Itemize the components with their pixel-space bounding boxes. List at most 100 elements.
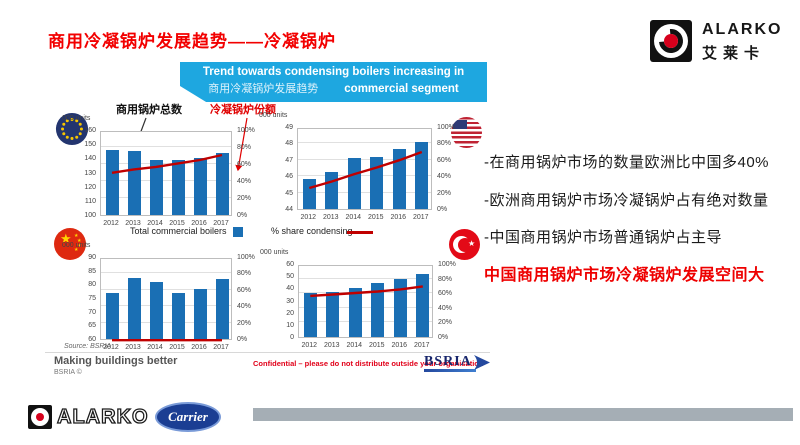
eu-ytick-right: 80% bbox=[237, 144, 252, 151]
eu-ytick-left: 100 bbox=[84, 212, 96, 219]
cn-ytick-right: 20% bbox=[237, 319, 252, 327]
tr-chart-plot bbox=[298, 265, 433, 338]
eu-bar-2013 bbox=[127, 150, 141, 215]
tr-ytick-left: 50 bbox=[286, 273, 294, 281]
cn-xlabel-2016: 2016 bbox=[191, 344, 207, 351]
banner-title-en: Trend towards condensing boilers increas… bbox=[202, 66, 465, 78]
cn-ytick-right: 60% bbox=[237, 286, 252, 294]
cn-units-label: 000 units bbox=[62, 242, 91, 249]
eu-chart-plot bbox=[100, 131, 232, 216]
tr-bar-2013 bbox=[326, 291, 340, 337]
eu-ytick-left: 120 bbox=[84, 183, 96, 191]
gridline bbox=[298, 191, 431, 193]
cn-ytick-left: 75 bbox=[88, 295, 96, 302]
carrier-wordmark: Carrier bbox=[168, 409, 208, 424]
tr-bar-2014 bbox=[348, 287, 362, 337]
eu-bar-2014 bbox=[149, 159, 163, 215]
tr-ytick-left: 40 bbox=[286, 285, 294, 293]
tr-units-label: 000 units bbox=[260, 249, 289, 256]
tr-ytick-right: 20% bbox=[438, 319, 453, 327]
eu-ytick-right: 20% bbox=[237, 195, 252, 202]
eu-bar-2016 bbox=[193, 158, 207, 215]
tr-xlabel-2015: 2015 bbox=[368, 342, 385, 349]
bsria-arrow-icon bbox=[474, 355, 490, 370]
us-xlabel-2014: 2014 bbox=[345, 214, 362, 221]
tr-ytick-left: 10 bbox=[286, 321, 294, 329]
us-ytick-left: 44 bbox=[285, 206, 293, 213]
bsria-logo: BSRIA bbox=[424, 353, 490, 373]
bsria-copyright: BSRIA © bbox=[54, 369, 82, 376]
footer-gray-bar bbox=[253, 408, 793, 421]
cn-bar-2015 bbox=[171, 293, 185, 339]
bullet-2: -欧洲商用锅炉市场冷凝锅炉占有绝对数量 bbox=[484, 192, 769, 209]
callout-total-boilers: 商用锅炉总数 bbox=[116, 104, 182, 116]
us-chart-plot bbox=[297, 128, 432, 210]
tr-ytick-right: 40% bbox=[438, 304, 453, 312]
eu-ytick-left: 160 bbox=[84, 127, 96, 134]
eu-xlabel-2014: 2014 bbox=[147, 220, 163, 227]
alarko-logo-icon bbox=[650, 20, 692, 62]
alarko-brand-name: ALARKO bbox=[702, 21, 783, 38]
eu-ytick-left: 130 bbox=[84, 169, 96, 177]
callout-condensing-share: 冷凝锅炉份额 bbox=[210, 104, 276, 116]
tr-xlabel-2017: 2017 bbox=[413, 342, 430, 349]
cn-ytick-left: 65 bbox=[88, 322, 96, 330]
eu-ytick-left: 110 bbox=[84, 197, 96, 205]
carrier-logo: Carrier bbox=[155, 402, 221, 432]
gridline bbox=[298, 142, 431, 144]
gridline bbox=[101, 321, 231, 323]
us-ytick-right: 40% bbox=[437, 173, 452, 181]
tr-trend-line bbox=[310, 285, 423, 298]
eu-xlabel-2017: 2017 bbox=[213, 220, 229, 227]
eu-bar-2012 bbox=[105, 149, 119, 215]
gridline bbox=[299, 306, 432, 308]
gridline bbox=[101, 288, 231, 290]
tr-ytick-left: 20 bbox=[286, 309, 294, 317]
alarko-header-logo: ALARKO 艾莱卡 bbox=[650, 18, 790, 68]
gridline bbox=[101, 305, 231, 307]
gridline bbox=[101, 197, 231, 198]
us-xlabel-2013: 2013 bbox=[322, 214, 339, 221]
cn-bar-2013 bbox=[127, 277, 141, 339]
bsria-wordmark: BSRIA bbox=[424, 354, 472, 369]
eu-ytick-left: 140 bbox=[84, 155, 96, 163]
tr-xlabel-2013: 2013 bbox=[323, 342, 340, 349]
tr-ytick-right: 0% bbox=[438, 334, 449, 341]
alarko-footer-icon bbox=[28, 405, 52, 429]
gridline bbox=[298, 158, 431, 160]
eu-ytick-right: 60% bbox=[237, 161, 252, 168]
gridline bbox=[299, 277, 432, 279]
china-flag-icon: ★ ★ ★ ★ ★ bbox=[54, 228, 86, 260]
tr-ytick-right: 80% bbox=[438, 275, 453, 283]
eu-bar-2015 bbox=[171, 160, 185, 215]
us-ytick-left: 48 bbox=[285, 140, 293, 148]
gridline bbox=[101, 272, 231, 274]
legend-bars-label: Total commercial boilers bbox=[130, 226, 227, 236]
tr-ytick-left: 60 bbox=[286, 261, 294, 268]
cn-ytick-left: 60 bbox=[88, 336, 96, 343]
page-title: 商用冷凝锅炉发展趋势——冷凝锅炉 bbox=[48, 32, 336, 51]
cn-ytick-left: 70 bbox=[88, 308, 96, 316]
cn-bar-2017 bbox=[215, 278, 229, 339]
us-bar-2014 bbox=[347, 158, 361, 209]
cn-bar-2014 bbox=[149, 282, 163, 339]
us-ytick-left: 45 bbox=[285, 189, 293, 197]
cn-ytick-right: 100% bbox=[237, 254, 255, 261]
eu-xlabel-2015: 2015 bbox=[169, 220, 185, 227]
gridline bbox=[101, 146, 231, 147]
cn-ytick-left: 85 bbox=[88, 267, 96, 275]
eu-xlabel-2012: 2012 bbox=[103, 220, 119, 227]
eu-bar-2017 bbox=[215, 152, 229, 215]
cn-ytick-right: 40% bbox=[237, 303, 252, 311]
cn-xlabel-2014: 2014 bbox=[147, 344, 163, 351]
alarko-brand-name-cn: 艾莱卡 bbox=[702, 45, 766, 62]
turkey-flag-icon: ★ bbox=[449, 229, 480, 260]
cn-xlabel-2013: 2013 bbox=[125, 344, 141, 351]
source-note: Source: BSRIA bbox=[64, 343, 112, 350]
us-xlabel-2015: 2015 bbox=[367, 214, 384, 221]
bullet-3: -中国商用锅炉市场普通锅炉占主导 bbox=[484, 229, 722, 246]
cn-xlabel-2017: 2017 bbox=[213, 344, 229, 351]
us-bar-2016 bbox=[392, 149, 406, 209]
tr-bar-2017 bbox=[416, 273, 430, 337]
tr-ytick-right: 60% bbox=[438, 290, 453, 298]
